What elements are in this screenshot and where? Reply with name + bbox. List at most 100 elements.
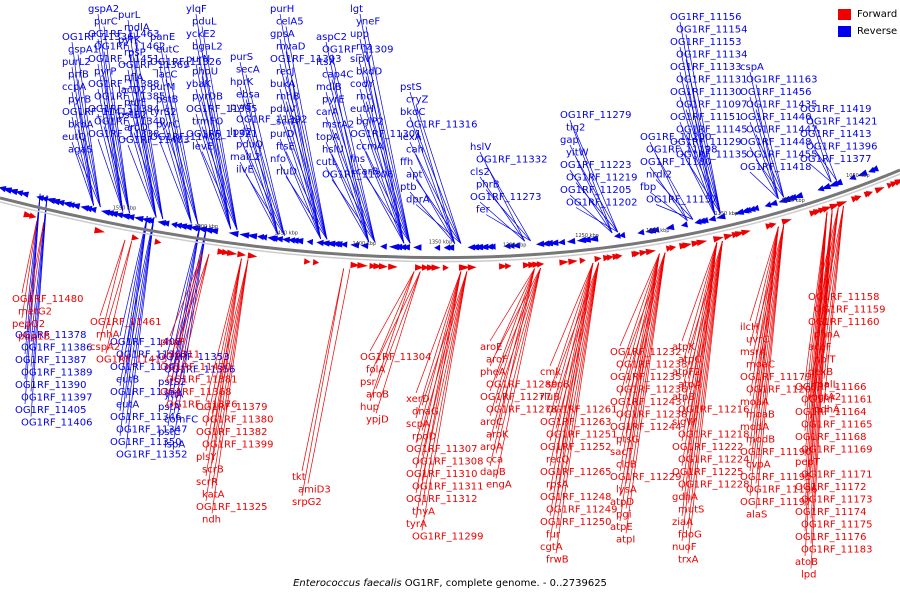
reverse-connector <box>173 225 208 364</box>
reverse-gene-label: ptb <box>400 182 417 193</box>
reverse-gene-label: OG1RF_11463 <box>88 29 160 40</box>
reverse-connector <box>755 159 784 198</box>
forward-gene-arrow <box>505 263 512 270</box>
reverse-connector <box>331 154 376 243</box>
forward-gene-label: msrA <box>740 347 766 358</box>
label-connector-lines <box>21 13 844 569</box>
reverse-connector <box>331 179 376 243</box>
reverse-gene-arrow <box>744 206 752 213</box>
reverse-gene-label: OG1RF_11131 <box>676 75 748 86</box>
reverse-gene-label: eutA <box>116 400 139 411</box>
forward-connector <box>105 241 133 354</box>
reverse-gene-arrow <box>787 193 798 200</box>
reverse-gene-arrow <box>108 211 119 218</box>
reverse-gene-arrow <box>293 238 304 245</box>
forward-gene-arrow <box>639 249 648 257</box>
forward-connector <box>205 258 242 502</box>
forward-gene-label: atpC <box>678 355 701 366</box>
forward-connector <box>211 259 249 489</box>
forward-gene-label: atpB <box>672 392 695 403</box>
reverse-gene-label: cspA <box>740 62 764 73</box>
forward-connector <box>810 209 833 419</box>
reverse-gene-label: purM <box>150 82 175 93</box>
forward-gene-label: OG1RF_11376 <box>166 400 238 411</box>
forward-gene-arrow <box>29 212 37 219</box>
reverse-gene-arrow <box>40 196 49 203</box>
forward-connector <box>823 205 844 379</box>
forward-gene-label: OG1RF_11176 <box>795 532 867 543</box>
forward-gene-label: moaC <box>746 360 775 371</box>
reverse-gene-arrow <box>817 185 825 192</box>
reverse-gene-label: mdlA <box>124 23 150 34</box>
reverse-connector <box>239 111 279 235</box>
reverse-gene-label: OG1RF_11386 <box>21 343 93 354</box>
forward-gene-label: OG1RF_11415 <box>96 355 168 366</box>
reverse-gene-arrow <box>340 241 348 248</box>
reverse-gene-label: OG1RF_11145 <box>676 125 748 136</box>
reverse-gene-label: lacC <box>156 70 177 81</box>
reverse-gene-label: OG1RF_11198 <box>646 145 718 156</box>
forward-gene-label: dnaG <box>412 407 439 418</box>
reverse-connector <box>285 51 328 240</box>
reverse-connector <box>359 13 405 244</box>
reverse-gene-label: gspA1 <box>68 45 99 56</box>
reverse-gene-arrow <box>207 228 219 235</box>
reverse-gene-label: OG1RF_11418 <box>740 162 812 173</box>
reverse-gene-label: OG1RF_11321 <box>186 129 258 140</box>
forward-connector <box>495 267 541 404</box>
reverse-gene-label: cap4C <box>322 70 353 81</box>
reverse-gene-arrow <box>177 223 188 230</box>
forward-connector <box>369 271 415 402</box>
forward-connector <box>169 252 203 337</box>
reverse-gene-label: prfB <box>68 70 89 81</box>
forward-gene-label: OG1RF_11261 <box>546 405 618 416</box>
forward-gene-label: atpI <box>616 535 635 546</box>
forward-gene-label: ptsG <box>616 435 639 446</box>
forward-gene-label: atpA <box>678 380 701 391</box>
forward-gene-label: OG1RF_11250 <box>540 517 612 528</box>
forward-connector <box>489 268 535 467</box>
forward-connector <box>749 226 779 397</box>
forward-connector <box>681 242 718 542</box>
reverse-connector <box>755 84 785 198</box>
reverse-connector <box>119 215 148 362</box>
forward-gene-label: cvpA <box>746 460 771 471</box>
reverse-swatch <box>838 26 851 37</box>
reverse-connector <box>239 86 279 235</box>
forward-connector <box>804 211 828 432</box>
forward-connector <box>415 271 462 444</box>
forward-gene-label: OG1RF_11277 <box>480 392 552 403</box>
reverse-connector <box>71 41 94 206</box>
forward-gene-label: OG1RF_11165 <box>801 420 873 431</box>
reverse-gene-label: gspA2 <box>88 4 119 15</box>
reverse-gene-label: purH <box>270 4 294 15</box>
reverse-gene-arrow <box>780 195 791 202</box>
reverse-gene-label: OG1RF_11097 <box>676 100 748 111</box>
forward-gene-label: phoP <box>160 337 185 348</box>
reverse-gene-arrow <box>716 213 726 220</box>
forward-connector <box>625 252 666 359</box>
reverse-gene-label: OG1RF_11353 <box>158 352 230 363</box>
forward-gene-arrow <box>415 264 424 271</box>
forward-gene-label: atoB <box>795 557 818 568</box>
reverse-connector <box>125 217 155 449</box>
forward-gene-arrow <box>247 252 258 259</box>
reverse-gene-label: ylqF <box>186 4 207 15</box>
reverse-gene-label: ilvE <box>236 165 254 176</box>
forward-gene-label: tkt <box>292 472 306 483</box>
reverse-gene-label: phrB <box>476 180 500 191</box>
reverse-connector <box>685 134 721 214</box>
reverse-gene-label: OG1RF_11347 <box>116 425 188 436</box>
forward-gene-label: mutS <box>678 505 704 516</box>
reverse-gene-label: topA <box>316 132 339 143</box>
forward-connector <box>375 271 421 414</box>
reverse-gene-label: cutL <box>316 157 338 168</box>
reverse-connector <box>285 176 328 240</box>
reverse-gene-label: pyrDB <box>192 92 223 103</box>
forward-gene-label: ziaA <box>672 517 693 528</box>
reverse-gene-label: purS <box>230 52 253 63</box>
reverse-gene-arrow <box>320 240 330 247</box>
reverse-gene-arrow <box>734 208 745 215</box>
reverse-gene-arrow <box>331 241 343 248</box>
caption-organism: Enterococcus faecalis <box>293 578 402 589</box>
